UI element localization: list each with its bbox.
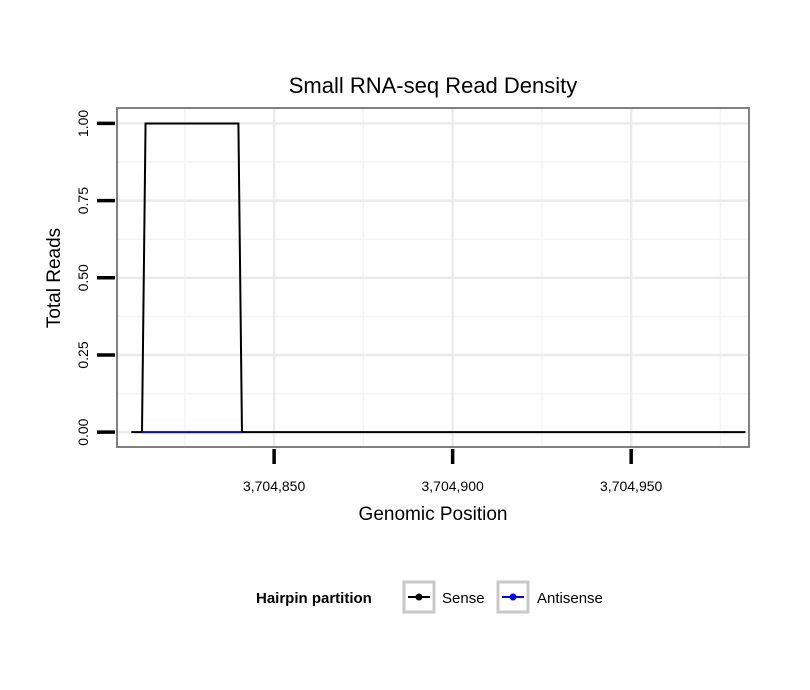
x-tick-label: 3,704,850 [243, 478, 305, 494]
legend: Hairpin partition Sense Antisense [256, 580, 603, 614]
y-tick-label: 0.00 [75, 418, 91, 445]
series-line-sense [131, 122, 746, 434]
x-tick-label: 3,704,950 [600, 478, 662, 494]
y-tick-label: 0.50 [75, 264, 91, 291]
grid [117, 108, 749, 447]
x-axis-label: Genomic Position [359, 504, 508, 525]
legend-label-sense: Sense [442, 590, 485, 607]
chart-title: Small RNA-seq Read Density [289, 73, 578, 98]
y-tick-label: 0.25 [75, 341, 91, 368]
legend-title: Hairpin partition [256, 590, 372, 607]
legend-item-antisense: Antisense [496, 580, 603, 614]
legend-key-point [509, 593, 517, 601]
x-tick-label: 3,704,900 [421, 478, 483, 494]
legend-item-sense: Sense [402, 580, 485, 614]
legend-label-antisense: Antisense [537, 590, 603, 607]
y-axis-label: Total Reads [44, 228, 65, 328]
series-layer [131, 122, 746, 434]
axes: 3,704,850 3,704,900 3,704,950 0.00 0.25 0.50 0… [75, 110, 663, 494]
y-tick-label: 0.75 [75, 187, 91, 214]
plot-border [116, 107, 750, 448]
y-tick-label: 1.00 [75, 110, 91, 137]
legend-key-point [415, 593, 423, 601]
